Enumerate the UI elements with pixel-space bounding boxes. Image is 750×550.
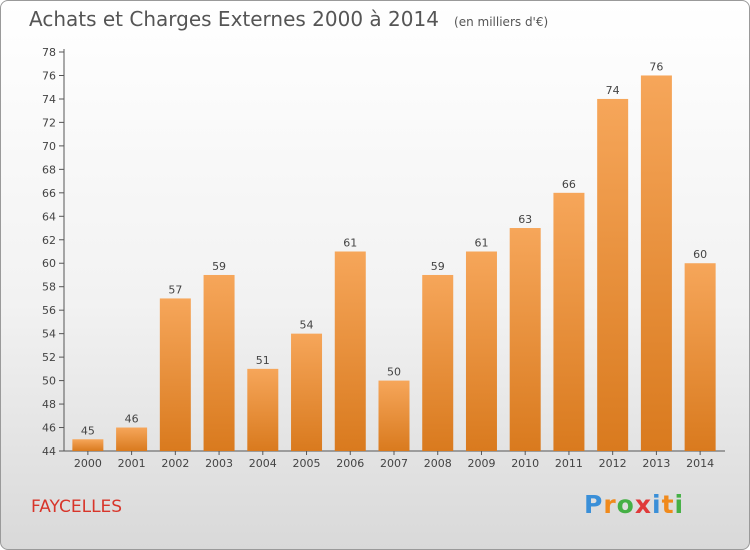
y-tick-label: 58 bbox=[42, 281, 56, 294]
title-row: Achats et Charges Externes 2000 à 2014 (… bbox=[29, 7, 548, 31]
x-tick-label: 2003 bbox=[205, 457, 233, 470]
y-tick-label: 46 bbox=[42, 422, 56, 435]
y-tick-label: 66 bbox=[42, 187, 56, 200]
x-tick-label: 2008 bbox=[424, 457, 452, 470]
bar-value-label: 74 bbox=[606, 84, 620, 97]
x-tick-label: 2006 bbox=[336, 457, 364, 470]
y-tick-label: 74 bbox=[42, 93, 56, 106]
commune-name: FAYCELLES bbox=[31, 497, 123, 517]
bar-value-label: 46 bbox=[125, 413, 139, 426]
bar-value-label: 61 bbox=[343, 237, 357, 250]
brand-letter: o bbox=[616, 490, 635, 519]
bar-value-label: 51 bbox=[256, 354, 270, 367]
bar bbox=[159, 298, 191, 451]
bar bbox=[378, 380, 410, 451]
bar-value-label: 66 bbox=[562, 178, 576, 191]
x-tick-label: 2012 bbox=[599, 457, 627, 470]
brand-letter: i bbox=[674, 490, 685, 519]
brand-letter: P bbox=[584, 490, 604, 519]
y-tick-label: 52 bbox=[42, 351, 56, 364]
bar bbox=[640, 75, 672, 452]
bar bbox=[465, 251, 497, 451]
y-tick-label: 72 bbox=[42, 116, 56, 129]
bar bbox=[116, 427, 148, 451]
bar bbox=[597, 98, 629, 452]
bar-value-label: 60 bbox=[693, 248, 707, 261]
brand-letter: i bbox=[652, 490, 662, 519]
y-tick-label: 68 bbox=[42, 163, 56, 176]
bar-value-label: 50 bbox=[387, 366, 401, 379]
y-tick-label: 70 bbox=[42, 140, 56, 153]
bar bbox=[422, 274, 454, 451]
bar bbox=[509, 228, 541, 451]
x-tick-label: 2011 bbox=[555, 457, 583, 470]
bar-value-label: 45 bbox=[81, 424, 95, 437]
axes: 44 46 48 50 52 54 56 58 60 62 64 66 68 70 72 74 76 78 2000… bbox=[42, 46, 725, 470]
y-tick-label: 50 bbox=[42, 375, 56, 388]
brand-logo: Proxiti bbox=[584, 490, 684, 519]
bar-value-label: 61 bbox=[474, 237, 488, 250]
bar-value-label: 59 bbox=[212, 260, 226, 273]
y-tick-label: 62 bbox=[42, 234, 56, 247]
bar-value-label: 63 bbox=[518, 213, 532, 226]
x-tick-label: 2001 bbox=[118, 457, 146, 470]
x-tick-label: 2013 bbox=[642, 457, 670, 470]
x-tick-label: 2010 bbox=[511, 457, 539, 470]
bar bbox=[203, 274, 235, 451]
x-tick-label: 2000 bbox=[74, 457, 102, 470]
y-tick-label: 48 bbox=[42, 398, 56, 411]
bar bbox=[553, 192, 585, 451]
y-tick-label: 76 bbox=[42, 69, 56, 82]
bar bbox=[247, 368, 279, 451]
bar-value-label: 57 bbox=[168, 283, 182, 296]
brand-letter: x bbox=[634, 490, 652, 519]
brand-letter: r bbox=[603, 490, 617, 519]
x-tick-label: 2014 bbox=[686, 457, 714, 470]
bar bbox=[334, 251, 366, 451]
bar bbox=[72, 439, 104, 451]
x-tick-label: 2007 bbox=[380, 457, 408, 470]
bar bbox=[684, 263, 716, 451]
y-tick-label: 60 bbox=[42, 257, 56, 270]
y-tick-label: 78 bbox=[42, 46, 56, 59]
y-tick-label: 44 bbox=[42, 445, 56, 458]
bar-value-label: 54 bbox=[300, 319, 314, 332]
x-tick-label: 2009 bbox=[467, 457, 495, 470]
chart-unit: (en milliers d'€) bbox=[454, 15, 549, 29]
y-tick-label: 64 bbox=[42, 210, 56, 223]
bar bbox=[291, 333, 323, 451]
bars: 45 46 57 59 51 54 61 50 59 61 63 66 74 76 60 bbox=[72, 60, 716, 452]
y-tick-label: 56 bbox=[42, 304, 56, 317]
x-tick-label: 2005 bbox=[293, 457, 321, 470]
x-tick-label: 2002 bbox=[161, 457, 189, 470]
y-tick-label: 54 bbox=[42, 328, 56, 341]
x-tick-label: 2004 bbox=[249, 457, 277, 470]
chart-title: Achats et Charges Externes 2000 à 2014 bbox=[29, 7, 439, 31]
brand-letter: t bbox=[661, 490, 675, 519]
bar-value-label: 59 bbox=[431, 260, 445, 273]
bar-value-label: 76 bbox=[649, 60, 663, 73]
